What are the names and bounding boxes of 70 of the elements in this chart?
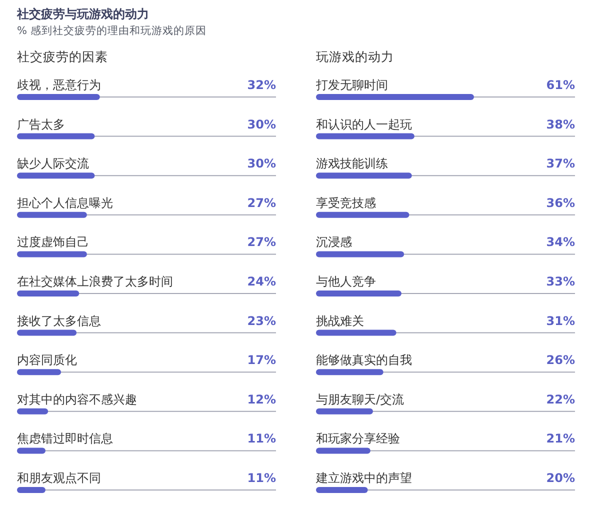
data-label: 12% — [247, 392, 276, 406]
data-label: 27% — [247, 235, 276, 250]
bar — [316, 487, 368, 493]
chart-title: 社交疲劳的因素 — [17, 49, 108, 64]
text: 社交疲劳与玩游戏的动力 — [16, 7, 149, 21]
data-label: 22% — [546, 392, 575, 406]
data-label: 36% — [546, 196, 575, 210]
data-label: 32% — [247, 78, 276, 92]
bar — [316, 251, 404, 258]
data-label: 31% — [546, 314, 575, 328]
data-label: 38% — [546, 117, 575, 132]
y-tick-label: 享受竞技感 — [316, 196, 376, 210]
bar — [316, 330, 396, 336]
bar — [316, 290, 402, 296]
data-label: 11% — [247, 432, 276, 446]
bar — [17, 448, 46, 454]
bar — [316, 212, 410, 218]
y-tick-label: 与朋友聊天/交流 — [316, 392, 404, 406]
bar — [316, 369, 384, 376]
bar — [316, 94, 474, 100]
y-tick-label: 广告太多 — [17, 117, 65, 132]
bar — [17, 94, 100, 100]
y-tick-label: 和玩家分享经验 — [316, 432, 400, 446]
text: % 感到社交疲劳的理由和玩游戏的原因 — [17, 24, 206, 37]
bar — [316, 408, 373, 414]
data-label: 37% — [546, 156, 575, 171]
data-label: 34% — [546, 235, 575, 250]
chart-title: 玩游戏的动力 — [316, 49, 394, 64]
y-tick-label: 沉浸感 — [316, 235, 352, 250]
y-tick-label: 内容同质化 — [17, 353, 77, 368]
bar — [17, 408, 48, 414]
bar — [17, 369, 62, 376]
y-tick-label: 在社交媒体上浪费了太多时间 — [17, 274, 173, 288]
y-tick-label: 歧视，恶意行为 — [17, 78, 101, 92]
y-tick-label: 与他人竞争 — [316, 274, 376, 288]
data-label: 23% — [247, 314, 276, 328]
bar — [17, 487, 46, 493]
y-tick-label: 对其中的内容不感兴趣 — [17, 392, 137, 406]
data-label: 30% — [247, 156, 276, 171]
y-tick-label: 接收了太多信息 — [17, 314, 101, 328]
bar — [17, 212, 87, 218]
data-label: 17% — [247, 353, 276, 368]
bar — [17, 251, 87, 258]
bar — [316, 172, 412, 179]
y-tick-label: 打发无聊时间 — [315, 78, 388, 92]
bar — [17, 133, 95, 140]
bar — [17, 290, 80, 296]
y-tick-label: 缺少人际交流 — [17, 156, 89, 171]
data-label: 30% — [247, 117, 276, 132]
data-label: 20% — [546, 471, 575, 485]
y-tick-label: 和认识的人一起玩 — [316, 117, 412, 132]
y-tick-label: 和朋友观点不同 — [17, 471, 101, 485]
data-label: 24% — [247, 274, 276, 288]
data-label: 33% — [546, 274, 575, 288]
y-tick-label: 担心个人信息曝光 — [17, 196, 113, 210]
data-label: 61% — [546, 78, 575, 92]
y-tick-label: 能够做真实的自我 — [316, 353, 412, 368]
y-tick-label: 建立游戏中的声望 — [315, 471, 412, 485]
bar — [17, 172, 95, 179]
bar — [316, 133, 414, 140]
y-tick-label: 挑战难关 — [316, 314, 364, 328]
data-label: 21% — [546, 432, 575, 446]
y-tick-label: 焦虑错过即时信息 — [17, 432, 113, 446]
bar — [316, 448, 370, 454]
bar — [17, 330, 77, 336]
data-label: 27% — [247, 196, 276, 210]
y-tick-label: 游戏技能训练 — [316, 156, 388, 171]
y-tick-label: 过度虚饰自己 — [17, 235, 89, 250]
data-label: 11% — [247, 471, 276, 485]
data-label: 26% — [546, 353, 575, 368]
